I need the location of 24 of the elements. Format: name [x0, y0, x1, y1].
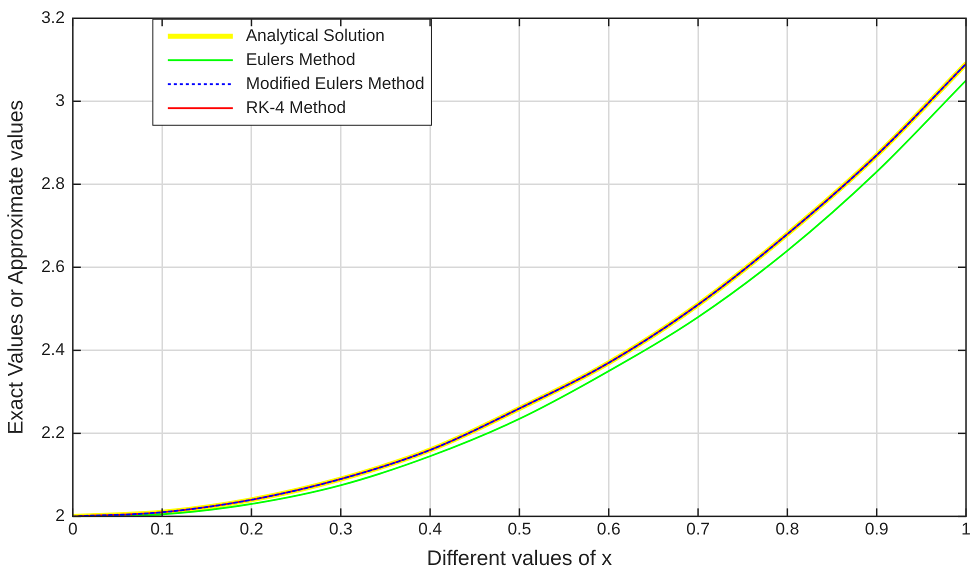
x-tick-label: 0.5 [508, 519, 532, 538]
y-tick-label: 2 [55, 506, 65, 526]
y-tick-label: 2.8 [41, 174, 65, 193]
legend-label: RK-4 Method [246, 98, 346, 117]
x-tick-label: 0.8 [776, 519, 800, 538]
y-tick-label: 2.2 [41, 423, 65, 442]
legend-label: Modified Eulers Method [246, 74, 424, 93]
x-tick-label: 0.6 [596, 519, 621, 538]
x-tick-label: 0.1 [150, 519, 174, 538]
x-tick-label: 0.4 [418, 519, 442, 538]
x-axis-title: Different values of x [426, 547, 613, 570]
x-tick-label: 0.3 [328, 519, 353, 538]
y-tick-label: 2.6 [41, 256, 65, 276]
legend-label: Analytical Solution [246, 26, 385, 45]
x-tick-label: 0.7 [686, 519, 710, 538]
y-tick-label: 2.4 [41, 340, 65, 360]
legend-label: Eulers Method [246, 50, 356, 69]
x-tick-label: 0 [68, 519, 78, 538]
y-tick-label: 3.2 [41, 8, 65, 27]
y-tick-label: 3 [55, 90, 65, 110]
x-tick-label: 0.9 [864, 519, 889, 538]
x-tick-label: 1 [961, 519, 971, 538]
y-axis-title: Exact Values or Approximate values [4, 100, 28, 435]
x-tick-label: 0.2 [240, 519, 264, 538]
